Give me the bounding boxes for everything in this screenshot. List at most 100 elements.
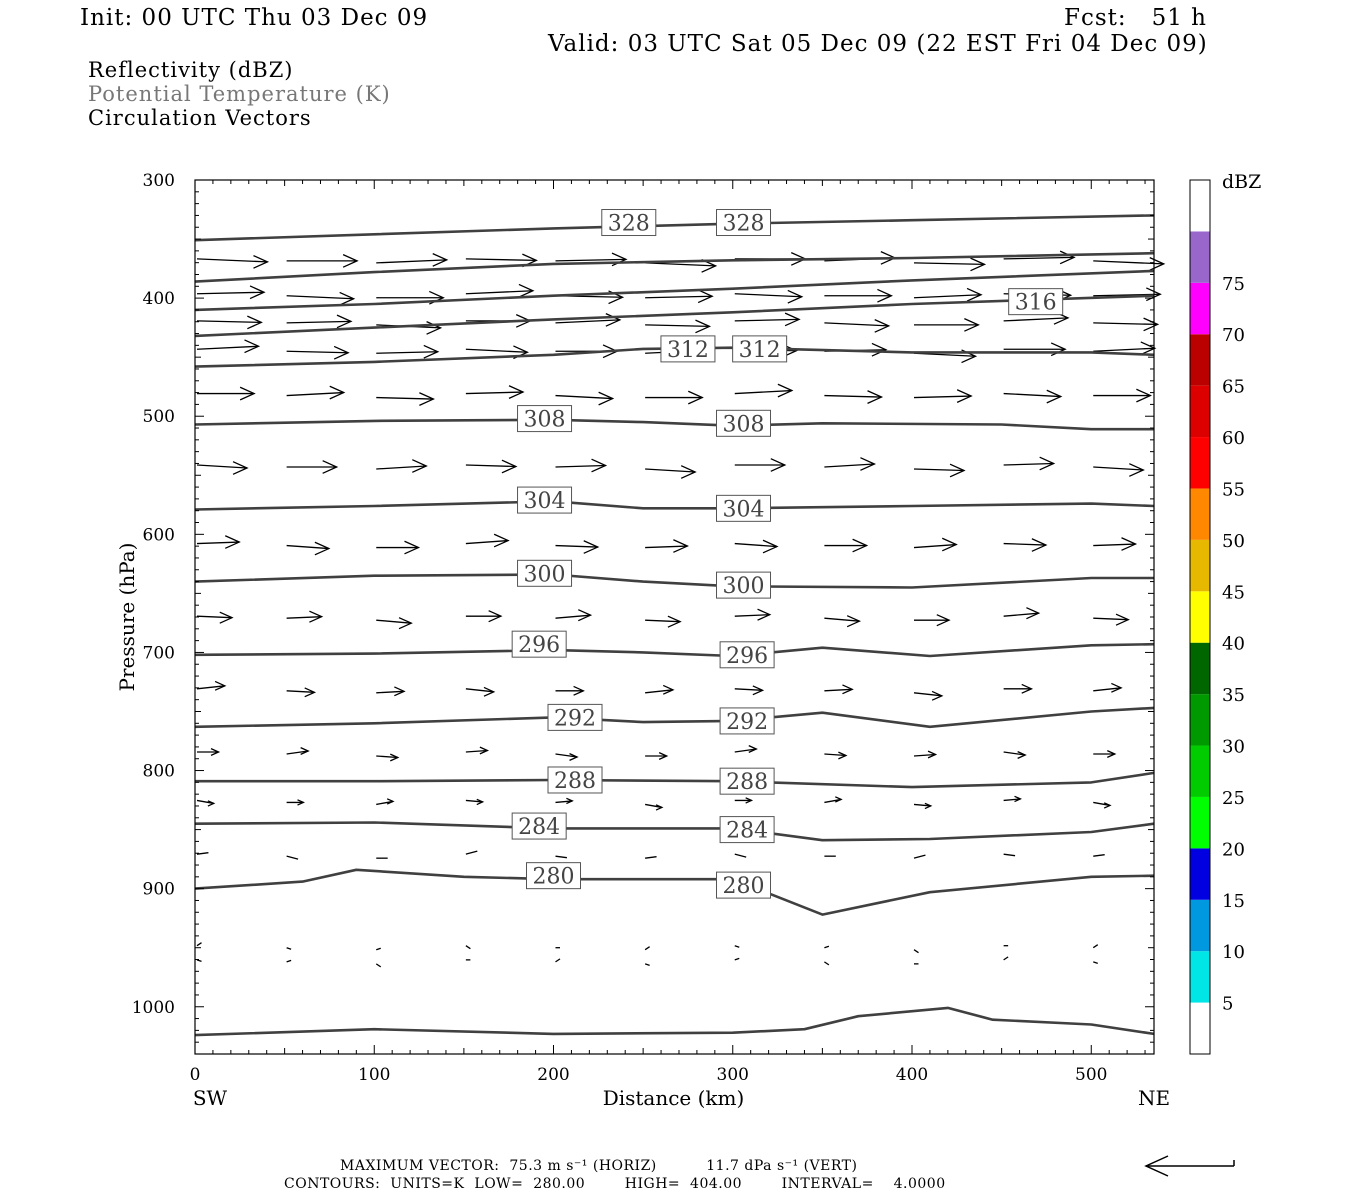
vector-arrowhead [479,746,490,755]
vector-arrow [196,799,214,805]
vector-arrow [824,322,889,327]
vector-arrow [645,262,716,267]
vector-arrowhead [846,615,862,628]
vector-arrow [1003,542,1046,546]
contour-label-box [517,559,573,587]
vector-arrowhead [207,800,216,807]
vector-arrow [1003,462,1054,466]
vector-arrow [645,324,710,328]
colorbar-segment [1190,848,1210,900]
colorbar-label: 25 [1222,788,1245,809]
vector-arrow [196,541,240,545]
colorbar-segment [1190,231,1210,283]
vector-arrow [644,963,650,966]
colorbar-label: 50 [1222,531,1245,552]
contour-label-box [719,816,775,844]
vector-arrow [734,614,770,617]
contour-label: 296 [726,644,768,669]
theta-contour-280 [194,868,1155,916]
y-tick-label: 700 [143,643,175,663]
vector-arrow [465,348,528,353]
colorbar-segment [1190,1002,1210,1054]
contour-label: 288 [726,770,768,795]
vector-arrowhead [314,541,331,556]
vector-arrowhead [247,315,263,330]
vector-arrowhead [1129,463,1145,477]
vector-arrow [913,753,936,757]
theta-contour-292 [194,706,1155,729]
theta-contour-296 [194,642,1155,658]
colorbar-label: 55 [1222,479,1245,500]
vector-arrowhead [253,255,270,269]
contour-label: 300 [723,574,765,599]
contour-label: 284 [518,815,560,840]
contour-label-box [719,641,775,669]
y-tick-label: 300 [143,171,175,191]
vector-arrow [555,855,568,859]
vector-arrowhead [842,684,854,695]
vector-arrowhead [860,457,877,471]
vector-arrow [824,753,846,757]
contour-label: 292 [554,706,596,731]
colorbar-label: 65 [1222,377,1245,398]
colorbar-segment [1190,694,1210,746]
vector-arrow [824,617,860,622]
vector-arrow [286,616,322,619]
theta-contour-284 [194,821,1155,842]
contour-label: 308 [524,408,566,433]
contour-label-box [660,335,716,363]
vector-arrowhead [501,459,518,474]
vector-arrowhead [390,753,400,762]
theta-contour-308 [194,418,1154,431]
x-tick-label: 200 [537,1065,569,1085]
contour-label: 316 [1015,291,1057,316]
vector-arrow [913,262,985,266]
vector-arrowhead [423,344,440,359]
vector-arrowhead [336,314,353,329]
vector-arrow [913,803,931,807]
vector-arrowhead [745,797,754,804]
vector-arrowhead [687,390,704,405]
vector-arrowhead [964,318,980,332]
vector-arrowhead [329,385,346,400]
colorbar-segment [1190,591,1210,643]
vector-arrow [196,345,259,350]
contour-label: 284 [726,819,768,844]
contour-label: 304 [524,489,566,514]
contour-label-box [511,812,567,840]
vector-arrowhead [871,342,888,357]
vector-arrowhead [966,287,983,302]
y-tick-label: 400 [143,289,175,309]
vector-arrowhead [655,804,664,811]
contour-label: 292 [726,710,768,735]
field-vectors-title: Circulation Vectors [88,106,312,130]
vector-arrowhead [394,686,406,697]
x-tick-label: 300 [717,1065,749,1085]
vector-arrow [913,543,957,549]
vector-arrowhead [1039,456,1056,471]
theta-contour-324 [194,251,1155,283]
vector-arrowhead [680,465,697,479]
vector-arrow [286,690,315,693]
vector-arrowhead [398,617,413,630]
vector-arrow [196,320,262,324]
vector-arrowhead [667,615,682,628]
vector-arrowhead [1046,389,1063,404]
vector-arrow [734,318,800,322]
theta-contour-288 [195,771,1155,789]
vector-arrow [734,748,757,753]
max-vector-info: MAXIMUM VECTOR: 75.3 m s⁻¹ (HORIZ) 11.7 … [340,1158,858,1174]
colorbar-label: 75 [1222,274,1245,295]
vector-arrow [1003,612,1039,617]
theta-contours: 328 328 316 312 312 308 308 304 304 300 300 296 296 2… [194,209,1155,1037]
contour-label-box [526,862,582,890]
vector-arrowhead [1059,250,1076,265]
vector-arrowhead [927,750,938,759]
colorbar-frame [1189,179,1211,1055]
vector-arrowhead [569,753,579,761]
vector-arrow [375,963,382,968]
colorbar-label: 10 [1222,942,1245,963]
vector-arrowhead [309,610,324,623]
vector-arrowhead [949,463,966,478]
vector-arrow [376,947,381,951]
